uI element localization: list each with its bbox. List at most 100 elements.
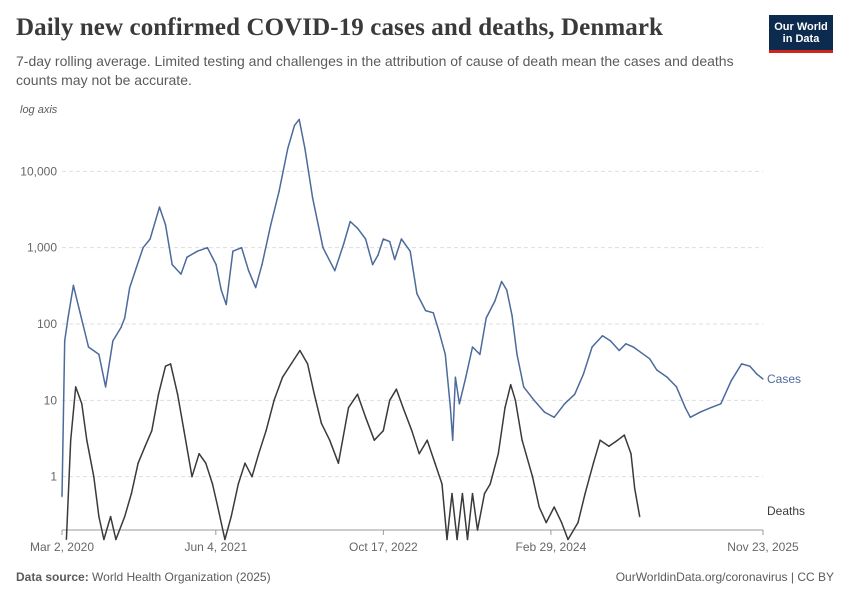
data-point-cases	[591, 346, 593, 348]
data-point-cases	[393, 258, 396, 261]
data-point-cases	[311, 197, 314, 199]
data-point-deaths	[123, 515, 126, 518]
series-lines	[61, 118, 764, 541]
data-point-cases	[720, 403, 722, 405]
data-point-deaths	[456, 538, 458, 541]
data-point-cases	[699, 411, 702, 413]
data-point-cases	[471, 346, 474, 348]
data-point-deaths	[244, 462, 246, 465]
data-point-cases	[684, 406, 687, 409]
data-point-cases	[516, 353, 518, 356]
data-point-deaths	[337, 462, 340, 465]
data-point-deaths	[553, 506, 555, 508]
data-point-deaths	[217, 506, 219, 508]
data-point-cases	[656, 369, 658, 371]
data-point-deaths	[164, 365, 167, 368]
data-point-deaths	[130, 492, 133, 495]
data-point-deaths	[198, 452, 200, 455]
data-point-deaths	[623, 434, 626, 436]
data-point-cases	[756, 373, 758, 376]
data-point-cases	[293, 124, 296, 127]
data-point-deaths	[65, 538, 68, 541]
data-point-cases	[334, 269, 336, 272]
data-point-deaths	[281, 376, 284, 379]
data-point-cases	[618, 349, 620, 352]
data-point-deaths	[545, 521, 547, 524]
data-point-cases	[79, 312, 81, 314]
log-axis-label: log axis	[20, 104, 58, 116]
data-point-deaths	[638, 515, 641, 518]
data-point-cases	[449, 406, 452, 409]
data-point-cases	[409, 250, 412, 252]
data-point-deaths	[306, 363, 309, 365]
data-point-cases	[298, 118, 301, 121]
data-point-deaths	[577, 521, 579, 524]
data-point-cases	[444, 353, 447, 356]
source-link[interactable]: OurWorldinData.org/coronavirus | CC BY	[615, 570, 834, 584]
data-point-cases	[63, 340, 66, 342]
x-tick-label: Jun 4, 2021	[184, 540, 247, 554]
data-point-deaths	[137, 462, 139, 465]
data-point-deaths	[356, 393, 359, 396]
data-point-deaths	[426, 439, 429, 442]
data-point-cases	[749, 365, 751, 368]
data-point-cases	[247, 269, 250, 272]
data-point-cases	[287, 147, 289, 150]
data-point-deaths	[328, 439, 331, 442]
data-point-cases	[505, 289, 508, 291]
series-line-deaths	[65, 349, 641, 541]
data-point-cases	[740, 363, 743, 365]
data-point-cases	[98, 353, 100, 356]
data-point-cases	[563, 403, 566, 405]
logo-text-line2: in Data	[782, 33, 820, 45]
grid-lines	[62, 170, 763, 478]
data-point-deaths	[608, 445, 610, 448]
data-point-deaths	[251, 475, 253, 478]
data-point-deaths	[616, 439, 619, 442]
data-point-deaths	[446, 538, 448, 541]
data-point-deaths	[74, 386, 77, 388]
series-line-cases	[61, 118, 764, 497]
data-point-cases	[240, 246, 243, 249]
owid-logo[interactable]: Our World in Data	[769, 15, 833, 53]
data-point-deaths	[373, 439, 376, 442]
data-point-cases	[382, 238, 385, 240]
data-point-deaths	[521, 439, 523, 442]
data-point-cases	[206, 246, 209, 249]
data-point-deaths	[476, 529, 479, 531]
data-point-deaths	[531, 475, 534, 478]
data-point-deaths	[560, 521, 563, 524]
data-point-cases	[416, 292, 418, 295]
y-tick-label: 1	[50, 470, 57, 484]
data-point-deaths	[382, 429, 385, 432]
data-point-deaths	[599, 439, 601, 442]
data-point-deaths	[466, 538, 469, 541]
x-tick-label: Nov 23, 2025	[727, 540, 799, 554]
data-point-deaths	[538, 506, 540, 508]
data-point-cases	[458, 403, 461, 405]
data-point-deaths	[313, 393, 316, 396]
data-point-deaths	[584, 492, 586, 495]
data-point-cases	[494, 300, 496, 302]
data-point-deaths	[471, 492, 474, 495]
y-tick-label: 100	[37, 317, 57, 331]
data-point-cases	[225, 303, 227, 306]
data-point-deaths	[395, 388, 398, 391]
x-axis: Mar 2, 2020 Jun 4, 2021 Oct 17, 2022 Feb 29…	[30, 529, 799, 554]
data-point-deaths	[489, 483, 492, 485]
data-point-cases	[500, 280, 503, 283]
logo-accent-bar	[769, 50, 833, 53]
data-point-cases	[72, 284, 75, 287]
logo-text-line1: Our World	[774, 21, 828, 33]
data-point-cases	[196, 250, 199, 252]
data-point-deaths	[441, 483, 443, 485]
data-point-deaths	[451, 492, 453, 495]
data-point-deaths	[230, 515, 232, 518]
data-point-cases	[254, 286, 257, 289]
data-point-cases	[640, 352, 643, 354]
data-point-cases	[689, 416, 692, 419]
data-point-cases	[142, 246, 144, 249]
data-point-cases	[123, 317, 126, 319]
data-source: Data source: World Health Organization (…	[16, 570, 271, 584]
data-point-deaths	[514, 399, 517, 402]
